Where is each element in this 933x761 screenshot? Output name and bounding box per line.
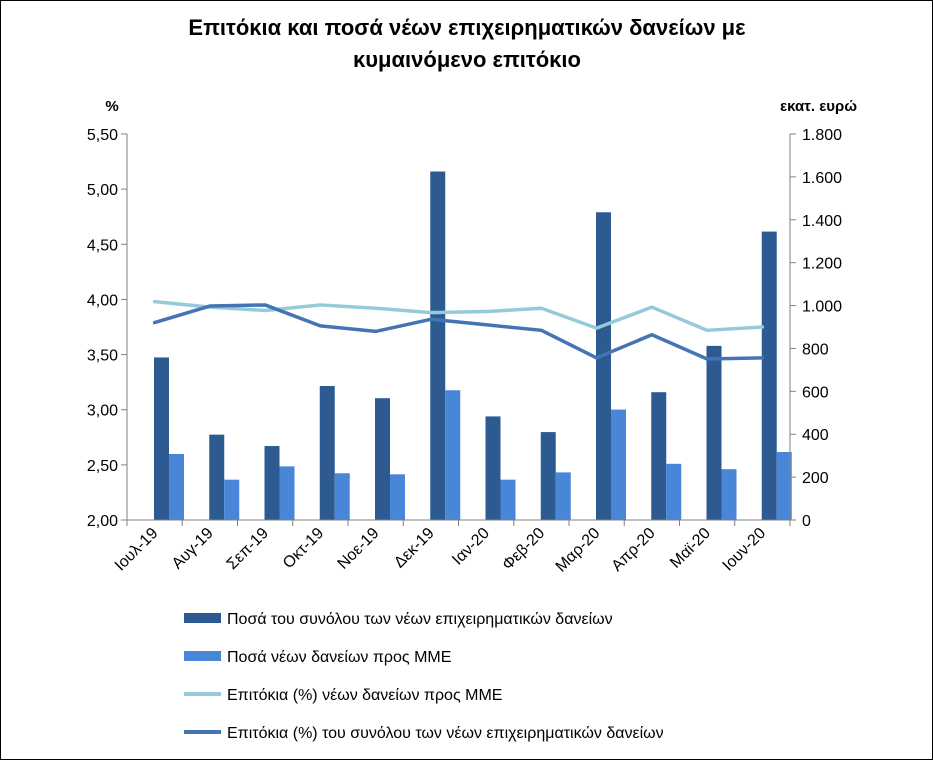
x-tick-label-7: Ιαν-20 bbox=[449, 525, 493, 569]
bar-series-1-5 bbox=[375, 398, 390, 520]
bar-series-1-2 bbox=[209, 434, 225, 520]
chart-title-line-1: Επιτόκια και ποσά νέων επιχειρηματικών δ… bbox=[188, 15, 746, 40]
x-tick-label-12: Ιουν-20 bbox=[720, 525, 770, 575]
left-axis-title: % bbox=[105, 98, 118, 115]
bar-series-1-12 bbox=[761, 231, 777, 520]
x-tick-label-6: Δεκ-19 bbox=[391, 525, 438, 572]
x-tick-label-11: Μαϊ-20 bbox=[667, 525, 714, 572]
x-tick-label-2: Αυγ-19 bbox=[169, 525, 217, 573]
right-tick-label-2: 200 bbox=[802, 470, 829, 487]
bar-series-2-11 bbox=[721, 469, 737, 520]
bar-series-2-1 bbox=[169, 453, 184, 520]
chart-title-line-2: κυμαινόμενο επιτόκιο bbox=[353, 47, 581, 72]
bar-series-2-4 bbox=[334, 473, 350, 520]
bar-series-2-6 bbox=[445, 390, 461, 520]
bar-series-1-1 bbox=[154, 357, 169, 520]
right-axis-title: εκατ. ευρώ bbox=[780, 98, 857, 115]
bar-series-2-5 bbox=[390, 474, 405, 520]
left-tick-label-4: 3,50 bbox=[87, 348, 118, 365]
left-tick-label-1: 2,00 bbox=[87, 513, 118, 530]
left-tick-label-7: 5,00 bbox=[87, 182, 118, 199]
left-tick-label-3: 3,00 bbox=[87, 403, 118, 420]
line-series-2 bbox=[152, 303, 765, 361]
bar-series-2-7 bbox=[500, 479, 516, 520]
bar-series-1-4 bbox=[319, 385, 335, 520]
legend-swatch-2 bbox=[184, 651, 221, 661]
bar-series-1-7 bbox=[485, 416, 501, 520]
bar-series-1-9 bbox=[596, 212, 611, 520]
x-tick-label-8: Φεβ-20 bbox=[499, 525, 548, 574]
bar-series-2-8 bbox=[555, 472, 571, 520]
x-tick-label-1: Ιουλ-19 bbox=[112, 525, 162, 575]
right-tick-label-10: 1.800 bbox=[802, 127, 842, 144]
right-tick-label-6: 1.000 bbox=[802, 299, 842, 316]
bar-series-1-6 bbox=[430, 171, 446, 520]
bar-series-1-8 bbox=[540, 432, 556, 520]
bar-series-2-9 bbox=[611, 409, 626, 520]
right-tick-label-7: 1.200 bbox=[802, 256, 842, 273]
legend-label-1: Ποσά του συνόλου των νέων επιχειρηματικώ… bbox=[227, 611, 613, 628]
right-tick-label-8: 1.400 bbox=[802, 213, 842, 230]
left-tick-label-2: 2,50 bbox=[87, 458, 118, 475]
x-tick-label-4: Οκτ-19 bbox=[280, 525, 327, 572]
right-tick-label-5: 800 bbox=[802, 341, 829, 358]
x-tick-label-3: Σεπ-19 bbox=[224, 525, 272, 573]
bar-series-1-11 bbox=[706, 345, 722, 520]
legend-swatch-1 bbox=[184, 613, 221, 623]
legend-label-2: Ποσά νέων δανείων προς ΜΜΕ bbox=[227, 649, 451, 666]
right-tick-label-3: 400 bbox=[802, 427, 829, 444]
right-tick-label-1: 0 bbox=[802, 513, 811, 530]
left-tick-label-8: 5,50 bbox=[87, 127, 118, 144]
left-tick-label-5: 4,00 bbox=[87, 292, 118, 309]
right-tick-label-4: 600 bbox=[802, 384, 829, 401]
bar-series-2-2 bbox=[224, 479, 240, 520]
bar-series-1-10 bbox=[651, 392, 667, 520]
x-tick-label-10: Απρ-20 bbox=[609, 525, 659, 575]
bar-series-2-10 bbox=[666, 463, 682, 520]
bar-series-2-3 bbox=[279, 466, 295, 520]
x-tick-label-5: Νοε-19 bbox=[335, 525, 383, 573]
left-tick-label-6: 4,50 bbox=[87, 237, 118, 254]
bar-series-1-3 bbox=[264, 446, 280, 520]
bar-series-2-12 bbox=[776, 452, 792, 520]
right-tick-label-9: 1.600 bbox=[802, 170, 842, 187]
legend-label-4: Επιτόκια (%) του συνόλου των νέων επιχει… bbox=[227, 725, 664, 742]
x-tick-label-9: Μαρ-20 bbox=[553, 525, 604, 576]
line-series-1 bbox=[152, 299, 765, 333]
legend-label-3: Επιτόκια (%) νέων δανείων προς ΜΜΕ bbox=[227, 687, 502, 704]
